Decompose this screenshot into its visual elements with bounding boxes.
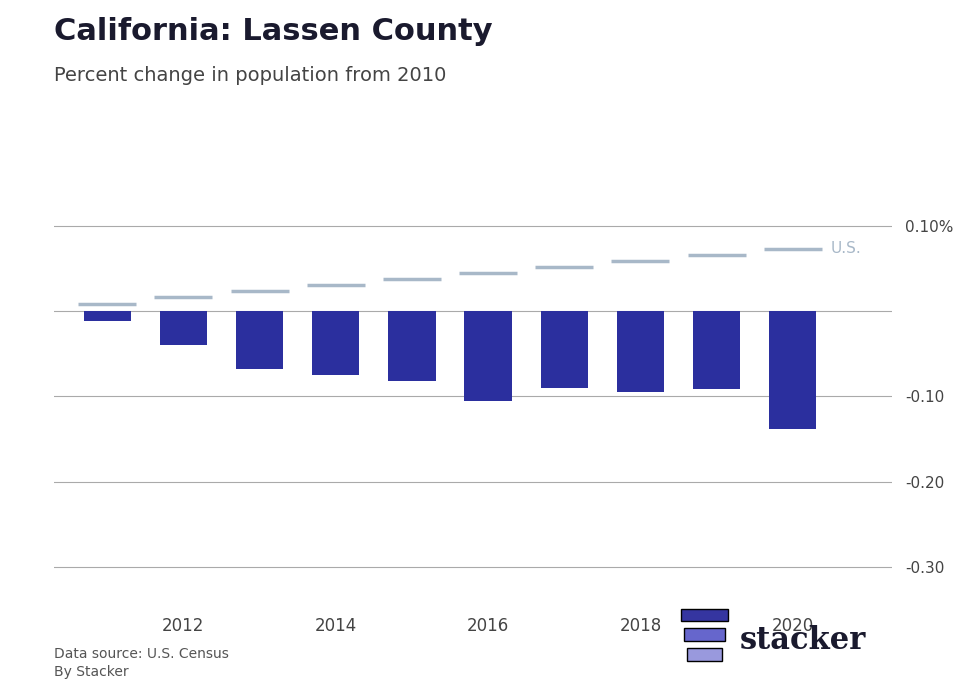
Bar <box>312 311 360 375</box>
Bar <box>693 311 740 389</box>
Text: Percent change in population from 2010: Percent change in population from 2010 <box>54 66 446 85</box>
Bar <box>388 311 435 381</box>
Text: U.S.: U.S. <box>831 241 861 256</box>
Bar <box>541 311 588 388</box>
Bar <box>465 311 512 401</box>
Text: stacker: stacker <box>740 626 866 656</box>
Bar <box>769 311 816 429</box>
Text: By Stacker: By Stacker <box>54 665 128 679</box>
Bar <box>160 311 207 345</box>
Text: California: Lassen County: California: Lassen County <box>54 17 493 46</box>
Text: Data source: U.S. Census: Data source: U.S. Census <box>54 647 228 661</box>
Bar <box>236 311 283 369</box>
Bar <box>83 311 131 321</box>
Bar <box>616 311 664 392</box>
